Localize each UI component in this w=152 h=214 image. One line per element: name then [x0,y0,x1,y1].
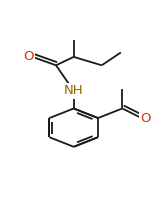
Text: NH: NH [64,84,83,97]
Text: O: O [23,50,34,63]
Text: O: O [140,111,150,125]
